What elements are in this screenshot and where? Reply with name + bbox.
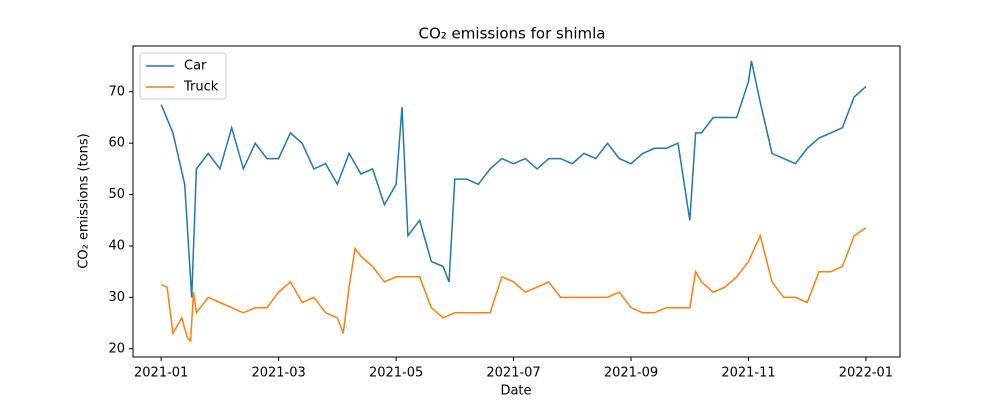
legend-label: Car (184, 59, 207, 74)
x-tick-label: 2021-09 (604, 366, 658, 381)
y-tick-label: 30 (108, 290, 125, 305)
line-0 (160, 60, 867, 298)
x-tick-label: 2021-03 (251, 366, 305, 381)
x-tick-label: 2022-01 (839, 366, 893, 381)
x-tick-label: 2021-11 (721, 366, 775, 381)
y-tick-label: 20 (108, 341, 125, 356)
line-1 (160, 227, 867, 343)
y-axis-label: CO₂ emissions (tons) (77, 133, 92, 268)
chart-title: CO₂ emissions for shimla (419, 25, 606, 43)
x-tick-label: 2021-05 (369, 366, 423, 381)
plot-frame (132, 45, 901, 358)
x-axis-label: Date (500, 384, 531, 399)
x-tick-label: 2021-07 (486, 366, 540, 381)
legend-label: Truck (183, 80, 219, 95)
y-tick-label: 40 (108, 238, 125, 253)
x-tick-label: 2021-01 (134, 366, 188, 381)
y-tick-label: 70 (108, 84, 125, 99)
y-tick-label: 60 (108, 136, 125, 151)
y-tick-label: 50 (108, 187, 125, 202)
